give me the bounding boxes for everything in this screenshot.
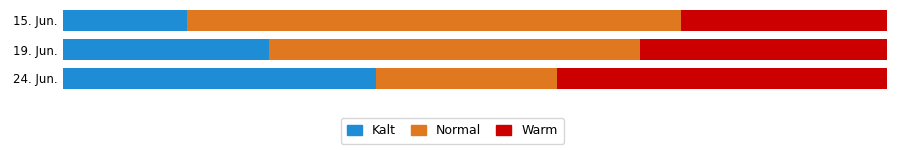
Bar [63, 10, 186, 31]
Bar [557, 68, 887, 89]
Bar [681, 10, 887, 31]
Bar [186, 10, 681, 31]
Bar [63, 68, 376, 89]
Legend: Kalt, Normal, Warm: Kalt, Normal, Warm [341, 118, 564, 144]
Bar [376, 68, 557, 89]
Bar [270, 39, 640, 60]
Bar [63, 39, 270, 60]
Bar [640, 39, 887, 60]
